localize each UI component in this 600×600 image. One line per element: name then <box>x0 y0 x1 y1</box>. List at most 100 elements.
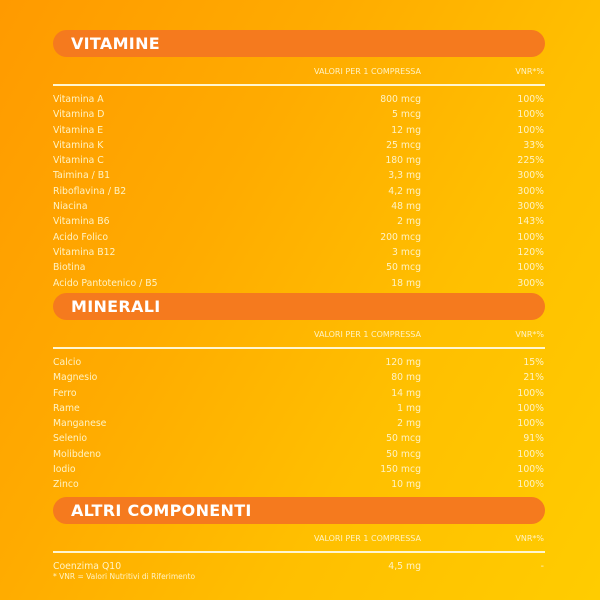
table-row: Selenio 50 mcg 91% <box>53 431 545 446</box>
nutrient-value: 4,5 mg <box>388 561 421 572</box>
section-title: MINERALI <box>53 293 545 320</box>
table-row: Biotina 50 mcg 100% <box>53 260 545 275</box>
table-row: Acido Folico 200 mcg 100% <box>53 230 545 245</box>
nutrient-name: Magnesio <box>53 372 98 384</box>
nutrient-value: 50 mcg <box>386 262 421 274</box>
nutrient-vnr: 100% <box>517 402 544 414</box>
nutrient-value: 50 mcg <box>386 433 421 445</box>
nutrient-name: Selenio <box>53 433 88 445</box>
nutrient-name: Biotina <box>53 262 86 274</box>
nutrient-value: 180 mg <box>385 155 421 167</box>
nutrient-value: 3 mcg <box>392 246 421 258</box>
nutrient-value: 200 mcg <box>380 231 421 243</box>
nutrient-name: Vitamina A <box>53 94 104 105</box>
nutrient-vnr: 100% <box>517 479 544 491</box>
nutrient-name: Iodio <box>53 464 76 476</box>
column-header: VALORI PER 1 COMPRESSA VNR*% <box>53 62 545 84</box>
nutrient-vnr: 120% <box>517 246 544 258</box>
table-row: Zinco 10 mg 100% <box>53 477 545 492</box>
value-column-header: VALORI PER 1 COMPRESSA <box>314 330 421 339</box>
table-row: Vitamina A 800 mcg 100% <box>53 92 545 107</box>
nutrient-vnr: 100% <box>517 464 544 476</box>
divider <box>53 347 545 349</box>
nutrient-value: 120 mg <box>385 357 421 368</box>
table-row: Taimina / B1 3,3 mg 300% <box>53 168 545 183</box>
nutrient-value: 18 mg <box>391 277 421 289</box>
table-row: Coenzima Q10 4,5 mg - <box>53 559 545 574</box>
table-row: Magnesio 80 mg 21% <box>53 370 545 385</box>
nutrient-value: 80 mg <box>391 372 421 384</box>
table-row: Acido Pantotenico / B5 18 mg 300% <box>53 276 545 291</box>
table-row: Vitamina D 5 mcg 100% <box>53 107 545 122</box>
nutrient-name: Coenzima Q10 <box>53 561 122 572</box>
nutrient-vnr: 100% <box>517 109 544 121</box>
table-row: Vitamina C 180 mg 225% <box>53 153 545 168</box>
nutrient-name: Niacina <box>53 201 88 213</box>
vnr-column-header: VNR*% <box>515 67 544 76</box>
nutrient-vnr: 300% <box>517 277 544 289</box>
table-row: Rame 1 mg 100% <box>53 401 545 416</box>
nutrient-vnr: 300% <box>517 201 544 213</box>
nutrient-value: 25 mcg <box>386 139 421 151</box>
column-header: VALORI PER 1 COMPRESSA VNR*% <box>53 325 545 347</box>
nutrient-name: Taimina / B1 <box>53 170 110 182</box>
nutrient-value: 50 mcg <box>386 448 421 460</box>
nutrient-name: Rame <box>53 402 80 414</box>
nutrient-name: Vitamina E <box>53 124 104 136</box>
nutrient-vnr: 100% <box>517 387 544 399</box>
nutrient-vnr: 143% <box>517 216 544 228</box>
table-row: Vitamina B12 3 mcg 120% <box>53 245 545 260</box>
nutrient-value: 1 mg <box>397 402 421 414</box>
column-header: VALORI PER 1 COMPRESSA VNR*% <box>53 529 545 551</box>
nutrient-value: 3,3 mg <box>388 170 421 182</box>
footnote: * VNR = Valori Nutritivi di Riferimento <box>53 572 196 582</box>
nutrient-name: Riboflavina / B2 <box>53 185 127 197</box>
nutrient-vnr: 21% <box>523 372 544 384</box>
vnr-column-header: VNR*% <box>515 330 544 339</box>
nutrient-name: Manganese <box>53 418 107 430</box>
divider <box>53 551 545 553</box>
value-column-header: VALORI PER 1 COMPRESSA <box>314 67 421 76</box>
nutrient-vnr: 15% <box>523 357 544 368</box>
divider <box>53 84 545 86</box>
vnr-column-header: VNR*% <box>515 534 544 543</box>
nutrient-vnr: - <box>540 561 544 572</box>
nutrient-name: Molibdeno <box>53 448 101 460</box>
nutrient-name: Vitamina B12 <box>53 246 116 258</box>
nutrient-name: Vitamina D <box>53 109 105 121</box>
nutrient-value: 10 mg <box>391 479 421 491</box>
table-row: Ferro 14 mg 100% <box>53 386 545 401</box>
table-row: Manganese 2 mg 100% <box>53 416 545 431</box>
table-row: Vitamina B6 2 mg 143% <box>53 214 545 229</box>
nutrient-name: Vitamina C <box>53 155 104 167</box>
value-column-header: VALORI PER 1 COMPRESSA <box>314 534 421 543</box>
nutrient-vnr: 300% <box>517 170 544 182</box>
nutrient-value: 48 mg <box>391 201 421 213</box>
nutrient-vnr: 300% <box>517 185 544 197</box>
nutrient-value: 4,2 mg <box>388 185 421 197</box>
nutrient-value: 150 mcg <box>380 464 421 476</box>
section-altri-componenti: ALTRI COMPONENTI VALORI PER 1 COMPRESSA V… <box>53 497 545 581</box>
section-title: ALTRI COMPONENTI <box>53 497 545 524</box>
nutrient-vnr: 100% <box>517 418 544 430</box>
nutrient-vnr: 100% <box>517 262 544 274</box>
nutrient-name: Ferro <box>53 387 77 399</box>
nutrient-value: 800 mcg <box>380 94 421 105</box>
nutrient-vnr: 100% <box>517 124 544 136</box>
nutrient-vnr: 225% <box>517 155 544 167</box>
nutrient-vnr: 100% <box>517 231 544 243</box>
nutrient-name: Zinco <box>53 479 79 491</box>
nutrient-name: Acido Pantotenico / B5 <box>53 277 158 289</box>
nutrient-vnr: 91% <box>523 433 544 445</box>
nutrient-value: 14 mg <box>391 387 421 399</box>
nutrient-value: 12 mg <box>391 124 421 136</box>
table-row: Iodio 150 mcg 100% <box>53 462 545 477</box>
nutrient-value: 2 mg <box>397 216 421 228</box>
section-minerali: MINERALI VALORI PER 1 COMPRESSA VNR*% Cal… <box>53 293 545 493</box>
nutrient-vnr: 100% <box>517 94 544 105</box>
section-title: VITAMINE <box>53 30 545 57</box>
table-row: Niacina 48 mg 300% <box>53 199 545 214</box>
nutrient-value: 2 mg <box>397 418 421 430</box>
table-row: Molibdeno 50 mcg 100% <box>53 447 545 462</box>
nutrient-name: Vitamina B6 <box>53 216 110 228</box>
